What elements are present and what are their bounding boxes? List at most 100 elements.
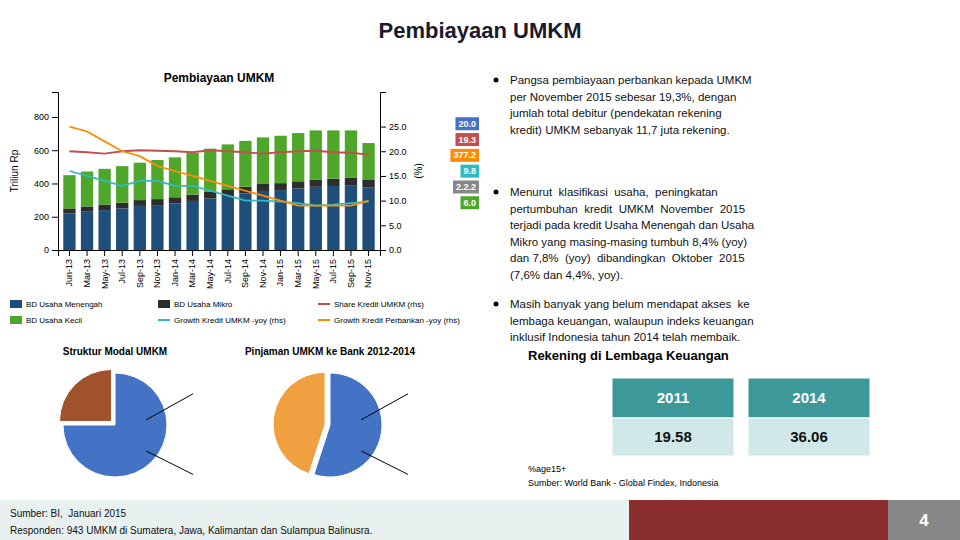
y-axis-tick: 800 — [34, 112, 58, 122]
bar — [345, 178, 357, 185]
x-tick: Jul-13 — [117, 250, 127, 284]
x-tick: Nov-13 — [152, 250, 162, 288]
pie-slices — [59, 369, 167, 477]
y2-axis: 0.05.010.015.020.025.0 — [380, 93, 407, 256]
bar — [292, 181, 304, 188]
y-axis-tick: 0 — [44, 245, 58, 255]
combo-chart: Pembiayaan UMKM Jun-13 Mar-13 May-13 Jul-13 S… — [9, 71, 479, 289]
legend-swatch — [158, 300, 170, 308]
annotation-box — [453, 180, 479, 193]
x-tick: Jun-13 — [64, 250, 74, 287]
y2-axis-tick: 20.0 — [380, 147, 407, 157]
bar — [327, 186, 339, 250]
x-tick-label: Jul-14 — [223, 259, 233, 284]
table-value-cell — [612, 418, 734, 456]
x-tick-label: Nov-15 — [363, 259, 373, 288]
y2-axis-tick-label: 0.0 — [389, 245, 402, 255]
annotation: 19.3 — [455, 133, 479, 146]
y-axis: 0200400600800 — [34, 93, 59, 256]
annotation-box — [455, 117, 479, 130]
bar — [98, 169, 110, 205]
bar — [186, 201, 198, 250]
x-tick-mark — [350, 250, 351, 256]
bar — [274, 136, 286, 183]
legend-swatch — [318, 303, 330, 305]
footer-text: Responden: 943 UMKM di Sumatera, Jawa, K… — [10, 525, 372, 536]
plot-area — [63, 127, 374, 250]
x-tick: Jul-15 — [328, 250, 338, 284]
x-tick: Sep-15 — [346, 250, 356, 288]
footer-band — [888, 500, 960, 540]
bar — [134, 200, 146, 206]
x-tick: May-14 — [205, 250, 215, 289]
annotation-box — [450, 149, 479, 162]
x-tick: Jul-14 — [223, 250, 233, 284]
x-tick-mark — [210, 250, 211, 256]
x-tick: Mar-13 — [82, 250, 92, 288]
bar — [204, 192, 216, 198]
x-tick: May-15 — [311, 250, 321, 289]
line — [69, 127, 368, 206]
bar — [186, 195, 198, 201]
legend-label: BD Usaha Mikro — [174, 300, 233, 309]
table: Rekening di Lembaga Keuangan2011201419.5… — [528, 348, 870, 488]
bar — [116, 208, 128, 250]
pointer-line — [361, 451, 408, 474]
bullet-dot — [494, 78, 499, 83]
bar — [151, 199, 163, 205]
x-tick-mark — [104, 250, 105, 256]
x-tick-mark — [298, 250, 299, 256]
bullet-line: Pangsa pembiayaan perbankan kepada UMKM — [510, 74, 752, 86]
annotation-box — [460, 196, 479, 209]
annotation-box — [455, 133, 479, 146]
pie-slices — [273, 372, 382, 477]
y-axis-tick-label: 600 — [34, 146, 49, 156]
x-tick-label: Jan-14 — [170, 259, 180, 287]
x-tick: Jan-14 — [170, 250, 180, 287]
bar — [257, 184, 269, 191]
legend-label: Share Kredit UMKM (rhs) — [334, 300, 424, 309]
y2-axis-tick-label: 15.0 — [389, 171, 407, 181]
bar — [327, 130, 339, 178]
annotation-text: 20.0 — [458, 119, 476, 129]
page: Pembiayaan UMKMPembiayaan UMKM Jun-13 Mar-… — [0, 0, 960, 540]
y2-axis-tick-mark — [380, 201, 386, 202]
bar — [81, 212, 93, 250]
pie-chart: Pinjaman UMKM ke Bank 2012-2014 — [245, 346, 416, 477]
bar — [222, 196, 234, 250]
x-tick-label: Sep-14 — [240, 259, 250, 288]
chart-title: Pembiayaan UMKM — [164, 71, 275, 85]
x-axis: Jun-13Mar-13May-13Jul-13Sep-13Nov-13Jan-… — [59, 250, 381, 289]
x-tick-label: Nov-14 — [258, 259, 268, 288]
y-axis-tick-mark — [52, 183, 58, 184]
annotation-text: 19.3 — [458, 135, 476, 145]
y2-axis-tick: 25.0 — [380, 122, 407, 132]
table-header-text: 2011 — [657, 389, 690, 406]
y-axis-tick-mark — [52, 217, 58, 218]
table-header-cell — [612, 378, 734, 418]
bar — [310, 130, 322, 179]
y-axis-tick-label: 0 — [44, 245, 49, 255]
annotation: 20.0 — [455, 117, 479, 130]
bullet-line: Menurut klasifikasi usaha, peningkatan — [510, 186, 718, 198]
bar — [116, 203, 128, 209]
x-tick-label: Nov-13 — [152, 259, 162, 288]
pie-slice — [273, 372, 325, 473]
y2-axis-tick-label: 25.0 — [389, 122, 407, 132]
bar — [169, 197, 181, 203]
x-axis-line — [59, 251, 381, 257]
annotation: 377.2 — [450, 149, 479, 162]
bullet-line: (7,6% dan 4,4%, yoy). — [510, 269, 623, 281]
y2-axis-tick-label: 20.0 — [389, 147, 407, 157]
x-tick: May-13 — [100, 250, 110, 289]
y-axis-tick-label: 800 — [34, 112, 49, 122]
y-axis-tick-label: 400 — [34, 179, 49, 189]
y2-axis-tick-mark — [380, 250, 386, 251]
x-tick-mark — [122, 250, 123, 256]
y-axis-tick: 400 — [34, 179, 58, 189]
bullet-line: inklusif Indonesia tahun 2014 telah memb… — [510, 331, 740, 343]
footnote: %age15+ — [528, 464, 566, 474]
x-tick-label: Mar-15 — [293, 259, 303, 288]
y2-axis-line — [381, 93, 387, 251]
legend-swatch — [158, 319, 170, 321]
